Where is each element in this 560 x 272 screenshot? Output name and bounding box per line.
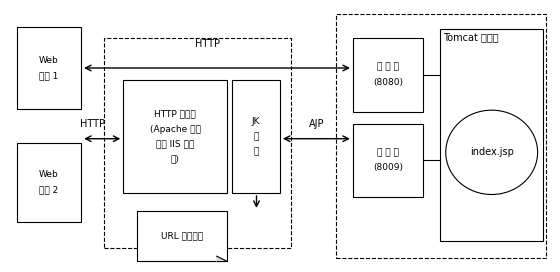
Text: JK: JK [252, 117, 260, 126]
Text: AJP: AJP [309, 119, 324, 129]
Text: HTTP: HTTP [80, 119, 105, 129]
Bar [123, 80, 227, 193]
Bar [353, 38, 423, 112]
Text: index.jsp: index.jsp [470, 147, 514, 157]
Text: HTTP 服务器: HTTP 服务器 [154, 110, 196, 119]
Bar [17, 27, 81, 109]
Bar [104, 38, 291, 248]
Bar [353, 124, 423, 197]
Text: 客户 1: 客户 1 [39, 71, 59, 80]
Text: Web: Web [39, 170, 59, 179]
Text: (Apache 服务: (Apache 服务 [150, 125, 200, 134]
Text: HTTP: HTTP [195, 39, 220, 48]
Polygon shape [217, 256, 227, 261]
Text: 连 接 器: 连 接 器 [377, 149, 399, 157]
Text: 连 接 器: 连 接 器 [377, 63, 399, 72]
Bar [336, 14, 546, 258]
Bar [137, 211, 227, 261]
Text: Web: Web [39, 56, 59, 65]
Text: (8009): (8009) [373, 163, 403, 172]
Text: Tomcat 服务器: Tomcat 服务器 [442, 32, 498, 42]
Bar [440, 29, 543, 241]
Text: 客户 2: 客户 2 [39, 185, 59, 194]
Text: 器或 IIS 服务: 器或 IIS 服务 [156, 140, 194, 149]
Bar [17, 143, 81, 222]
Ellipse shape [446, 110, 538, 194]
Text: 插: 插 [254, 132, 259, 141]
Text: 件: 件 [254, 147, 259, 156]
Text: 器): 器) [171, 154, 179, 164]
Text: URL 映射信息: URL 映射信息 [161, 231, 203, 240]
Text: (8080): (8080) [373, 78, 403, 87]
Bar [232, 80, 280, 193]
